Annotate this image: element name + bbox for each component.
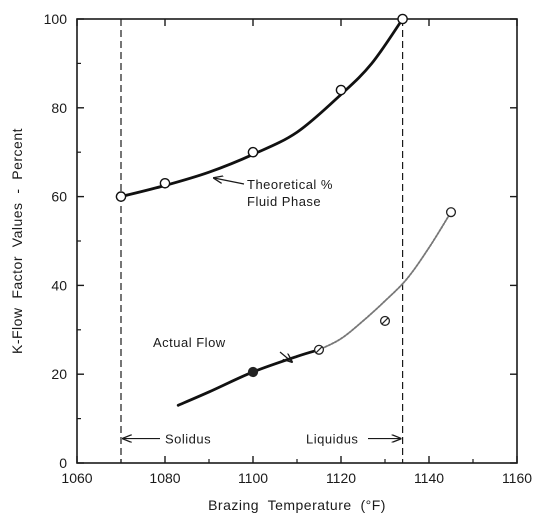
y-axis-title: K-Flow Factor Values - Percent [9, 128, 25, 354]
actual-flow-point-mark [315, 346, 323, 354]
annotation-liquidus: Liquidus [306, 432, 358, 447]
tick-labels: 1060 1080 1100 1120 1140 1160 0 20 40 60 80 100 [44, 11, 533, 486]
y-tick-label: 40 [51, 277, 67, 293]
y-tick-label: 0 [59, 455, 67, 471]
theoretical-point [247, 146, 259, 158]
annotation-actual-flow: Actual Flow [153, 335, 226, 350]
reference-lines [120, 19, 404, 463]
y-tick-label: 60 [51, 189, 67, 205]
annotations: Theoretical % Fluid Phase Actual Flow Solid… [123, 177, 401, 447]
theoretical-point [159, 177, 171, 189]
x-tick-label: 1060 [61, 470, 92, 486]
annotation-theoretical-line2: Fluid Phase [247, 194, 321, 209]
x-tick-label: 1100 [238, 470, 268, 486]
annotation-solidus: Solidus [165, 432, 211, 447]
series-markers [115, 13, 457, 378]
theoretical-point [397, 13, 408, 25]
actual-flow-line [176, 348, 321, 407]
theoretical-point [115, 191, 127, 202]
annotation-theoretical-line1: Theoretical % [247, 177, 333, 192]
annotation-theoretical-pointer [214, 178, 245, 185]
x-tick-label: 1140 [414, 470, 444, 486]
axis-ticks [76, 18, 518, 464]
x-tick-label: 1120 [326, 470, 356, 486]
x-tick-label: 1160 [502, 470, 532, 486]
actual-flow-point [247, 366, 259, 378]
theoretical-point [335, 84, 347, 96]
x-axis-title: Brazing Temperature (°F) [208, 497, 386, 513]
theoretical-fluid-phase-line [119, 17, 404, 198]
y-tick-label: 80 [51, 100, 67, 116]
actual-flow-point [445, 207, 457, 218]
y-tick-label: 100 [44, 11, 68, 27]
plot-frame [76, 18, 518, 464]
y-tick-label: 20 [51, 366, 67, 382]
x-tick-label: 1080 [149, 470, 180, 486]
annotation-actual-pointer [279, 351, 292, 362]
actual-flow-point-mark [381, 317, 389, 325]
actual-flow-line-extension [318, 211, 452, 351]
